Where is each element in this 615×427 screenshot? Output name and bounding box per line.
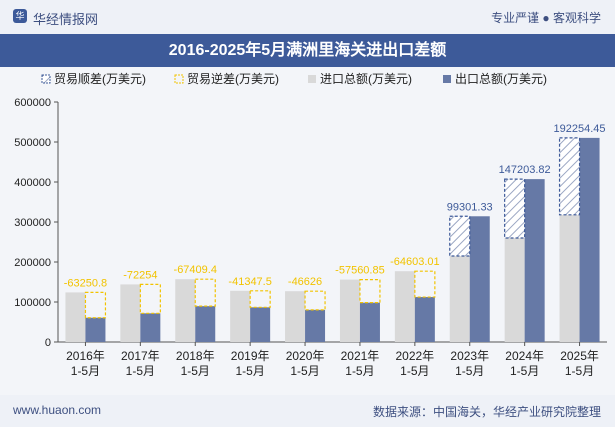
site-name[interactable]: 华经情报网 [33, 12, 99, 27]
balance-label: -57560.85 [335, 265, 385, 277]
export-bar [524, 179, 545, 342]
export-bar [469, 216, 490, 342]
import-bar [285, 291, 306, 342]
import-bar [65, 292, 86, 342]
top-bar: 华 华经情报网 专业严谨 ● 客观科学 [0, 0, 615, 34]
x-tick-label: 1-5月 [565, 364, 594, 378]
deficit-bar [249, 290, 271, 308]
y-tick-label: 100000 [14, 297, 51, 309]
deficit-bar [359, 279, 381, 304]
import-bar [230, 290, 251, 342]
import-bar [449, 256, 470, 342]
balance-label: -72254 [123, 269, 157, 281]
x-tick-label: 1-5月 [455, 364, 484, 378]
deficit-bar [194, 278, 216, 307]
legend-swatch-import [308, 75, 316, 83]
import-bar [339, 279, 360, 342]
surplus-bar [558, 137, 581, 216]
export-bar [250, 307, 271, 342]
balance-label: -41347.5 [228, 276, 271, 288]
export-bar [305, 309, 326, 342]
export-bar [359, 302, 380, 342]
deficit-bar [139, 283, 161, 314]
legend: 贸易顺差(万美元) 贸易逆差(万美元) 进口总额(万美元) 出口总额(万美元) [41, 71, 547, 86]
x-tick-label: 2017年 [121, 349, 160, 363]
legend-swatch-export [443, 75, 451, 83]
legend-label: 进口总额(万美元) [320, 72, 412, 86]
title-bar: 2016-2025年5月满洲里海关进出口差额 [0, 34, 615, 67]
x-tick-label: 1-5月 [235, 364, 264, 378]
legend-label: 出口总额(万美元) [455, 72, 547, 86]
export-bar [85, 317, 106, 342]
legend-swatch-deficit [174, 74, 184, 84]
legend-label: 贸易顺差(万美元) [54, 72, 146, 86]
balance-label: 147203.82 [499, 164, 551, 176]
deficit-bar [414, 270, 436, 298]
deficit-bar [304, 290, 326, 311]
balance-label: -64603.01 [390, 256, 440, 268]
export-bar [414, 297, 435, 342]
export-bar [195, 306, 216, 342]
import-bar [559, 214, 580, 342]
y-tick-label: 600000 [14, 97, 51, 109]
x-tick-label: 2018年 [176, 349, 215, 363]
x-tick-label: 2021年 [341, 349, 380, 363]
axes: 0 100000 200000 300000 400000 500000 600000 201… [14, 97, 607, 378]
chart-title: 2016-2025年5月满洲里海关进出口差额 [168, 42, 447, 59]
footer-source: 数据来源：中国海关，华经产业研究院整理 [372, 405, 601, 419]
x-tick-label: 2020年 [286, 349, 325, 363]
y-tick-label: 0 [45, 337, 51, 349]
balance-label: -46626 [288, 276, 322, 288]
balance-label: -63250.8 [64, 277, 107, 289]
x-tick-label: 2023年 [450, 349, 489, 363]
balance-label: -67409.4 [174, 264, 217, 276]
x-tick-label: 2024年 [505, 349, 544, 363]
data-labels: -63250.8 -72254 -67409.4 -41347.5 -46626 -575… [64, 123, 606, 290]
x-tick-label: 2022年 [395, 349, 434, 363]
deficit-bar [84, 291, 107, 319]
balance-label: 192254.45 [554, 123, 606, 135]
x-tick-label: 1-5月 [71, 364, 100, 378]
x-tick-label: 1-5月 [290, 364, 319, 378]
chart: 贸易顺差(万美元) 贸易逆差(万美元) 进口总额(万美元) 出口总额(万美元) 0 10… [14, 71, 607, 378]
x-tick-label: 2016年 [66, 349, 105, 363]
huajing-logo-icon: 华 [13, 9, 27, 23]
y-tick-label: 200000 [14, 257, 51, 269]
x-tick-label: 2019年 [231, 349, 270, 363]
surplus-bar [504, 178, 526, 239]
x-tick-label: 1-5月 [400, 364, 429, 378]
import-bar [504, 238, 525, 342]
footer-url[interactable]: www.huaon.com [13, 403, 102, 417]
bars [65, 137, 600, 342]
import-bar [394, 271, 415, 342]
export-bar [140, 313, 161, 342]
legend-swatch-surplus [41, 74, 51, 84]
export-bar [579, 137, 600, 342]
x-tick-label: 2025年 [560, 349, 599, 363]
y-tick-label: 300000 [14, 217, 51, 229]
balance-label: 99301.33 [447, 201, 493, 213]
y-tick-label: 400000 [14, 177, 51, 189]
slogan: 专业严谨 ● 客观科学 [491, 11, 601, 25]
surplus-bar [449, 215, 471, 257]
legend-label: 贸易逆差(万美元) [187, 71, 279, 86]
import-bar [120, 284, 141, 342]
import-bar [175, 279, 196, 342]
y-tick-label: 500000 [14, 137, 51, 149]
x-tick-label: 1-5月 [510, 364, 539, 378]
x-tick-label: 1-5月 [181, 364, 210, 378]
x-tick-label: 1-5月 [126, 364, 155, 378]
x-tick-label: 1-5月 [345, 364, 374, 378]
footer: www.huaon.com 数据来源：中国海关，华经产业研究院整理 [0, 395, 615, 427]
